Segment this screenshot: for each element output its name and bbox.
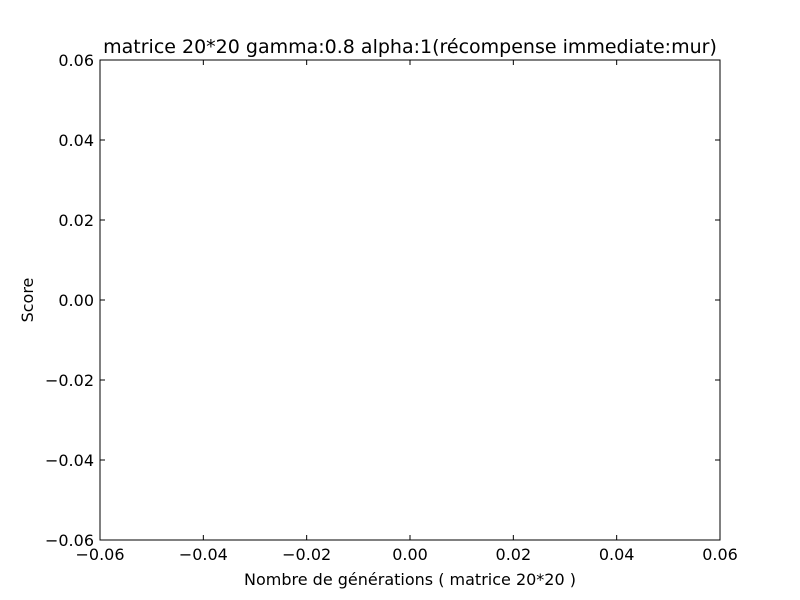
y-tick-label: 0.04: [58, 131, 94, 150]
y-tick-label: 0.00: [58, 291, 94, 310]
y-tick-label: −0.06: [45, 531, 94, 550]
x-tick-label: −0.06: [75, 545, 124, 564]
x-tick-label: 0.02: [496, 545, 532, 564]
y-axis-label: Score: [18, 278, 37, 323]
x-tick-label: −0.04: [179, 545, 228, 564]
x-tick-label: 0.04: [599, 545, 635, 564]
y-axis-ticks: −0.06 −0.04 −0.02 0.00 0.02 0.04 0.06: [45, 51, 720, 550]
y-tick-label: 0.06: [58, 51, 94, 70]
chart-title: matrice 20*20 gamma:0.8 alpha:1(récompen…: [103, 36, 717, 58]
x-tick-label: 0.06: [702, 545, 738, 564]
x-axis-label: Nombre de générations ( matrice 20*20 ): [244, 570, 576, 589]
y-tick-label: −0.04: [45, 451, 94, 470]
x-tick-label: −0.02: [282, 545, 331, 564]
plot-area-frame: [99, 59, 721, 541]
y-tick-label: −0.02: [45, 371, 94, 390]
x-tick-label: 0.00: [392, 545, 428, 564]
x-axis-ticks: −0.06 −0.04 −0.02 0.00 0.02 0.04 0.06: [75, 60, 738, 564]
y-tick-label: 0.02: [58, 211, 94, 230]
